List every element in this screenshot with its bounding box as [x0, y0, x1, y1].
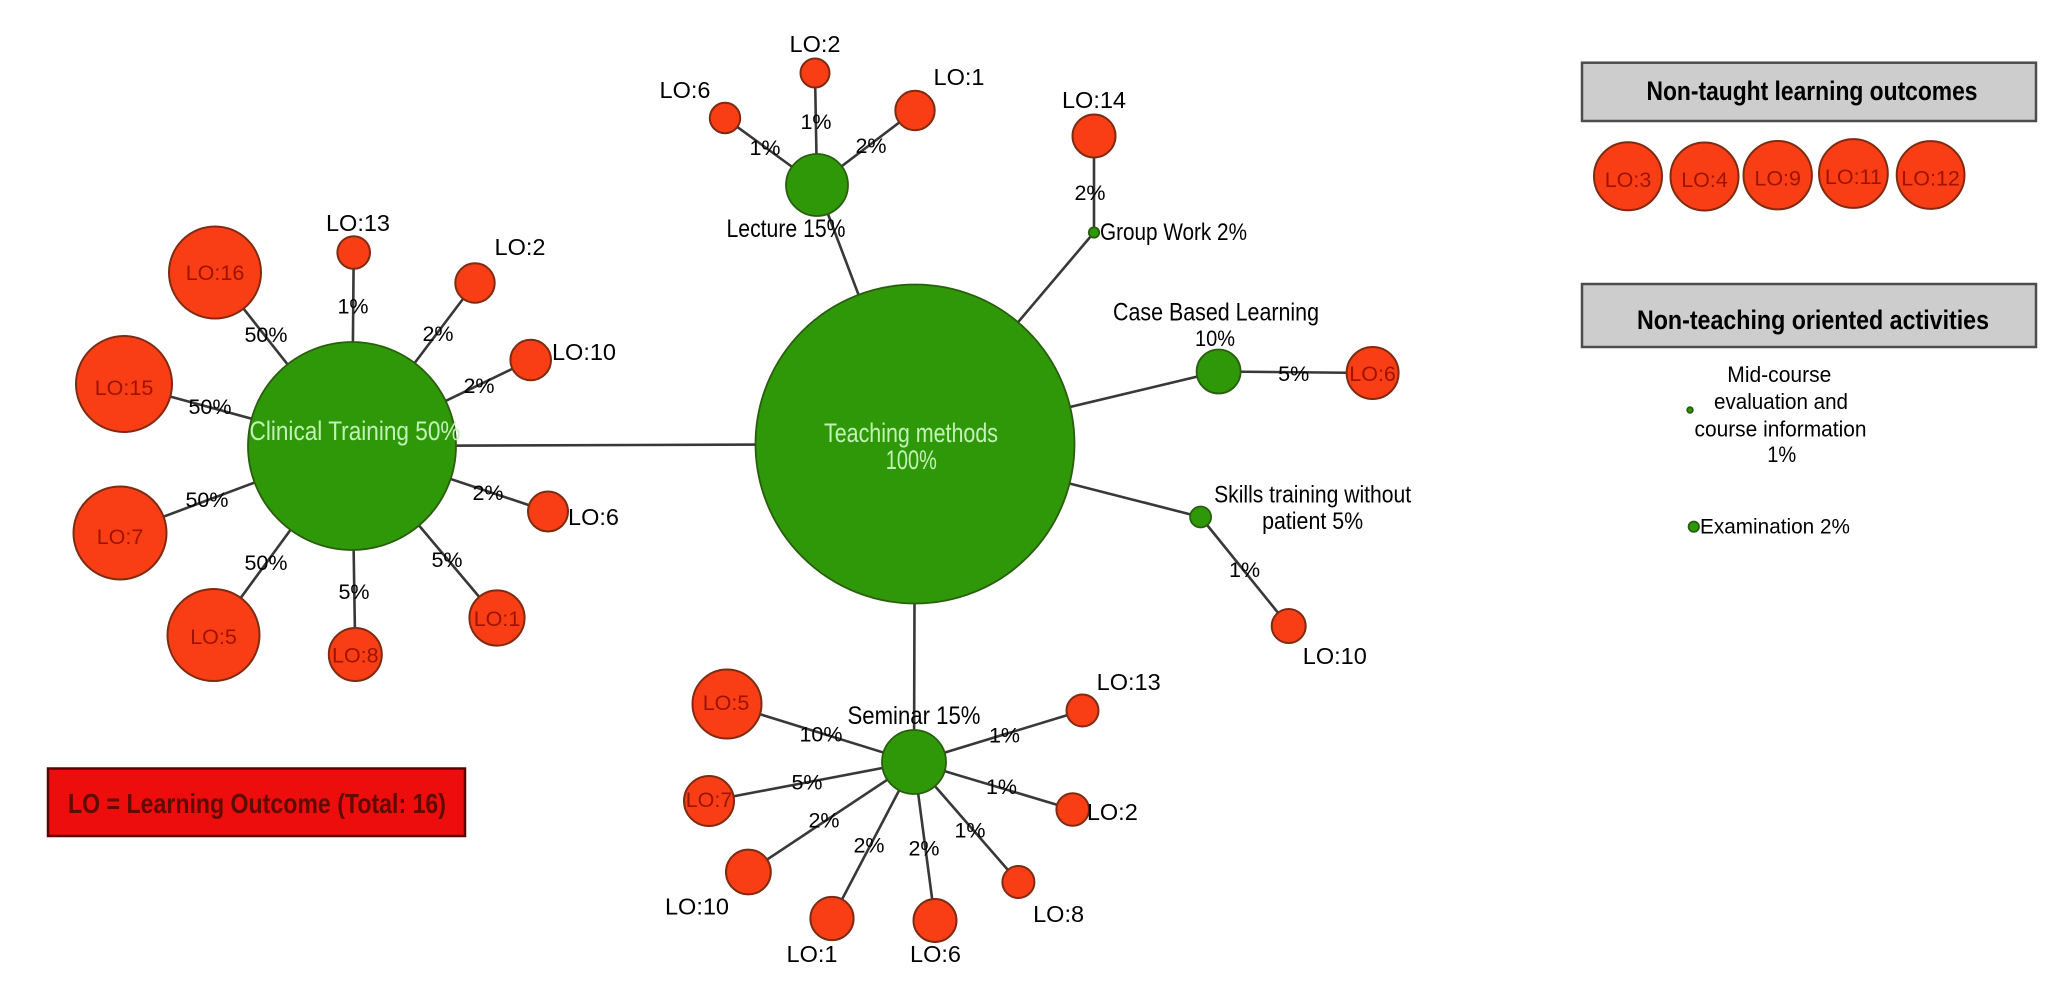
svg-text:Clinical Training 50%: Clinical Training 50% [250, 416, 461, 446]
svg-text:5%: 5% [791, 771, 822, 795]
svg-text:1%: 1% [986, 775, 1017, 799]
svg-text:LO:5: LO:5 [703, 691, 750, 715]
svg-text:5%: 5% [431, 548, 462, 572]
svg-text:LO:13: LO:13 [326, 210, 390, 236]
svg-text:Mid-course: Mid-course [1727, 362, 1831, 387]
svg-text:10%: 10% [1195, 326, 1235, 351]
svg-text:LO:13: LO:13 [1097, 669, 1161, 695]
svg-text:5%: 5% [1278, 362, 1309, 386]
svg-text:LO:6: LO:6 [660, 77, 711, 103]
svg-text:100%: 100% [886, 445, 937, 475]
svg-text:LO:15: LO:15 [95, 376, 154, 400]
svg-text:Lecture 15%: Lecture 15% [727, 215, 846, 243]
svg-text:LO:12: LO:12 [1901, 167, 1960, 191]
svg-text:LO:2: LO:2 [495, 234, 546, 260]
svg-text:evaluation and: evaluation and [1714, 389, 1848, 414]
svg-text:LO:10: LO:10 [1303, 643, 1367, 669]
svg-text:1%: 1% [954, 819, 985, 843]
svg-text:LO:6: LO:6 [568, 504, 619, 530]
svg-text:LO:11: LO:11 [1825, 165, 1882, 189]
svg-text:LO:8: LO:8 [332, 644, 379, 668]
svg-text:LO:1: LO:1 [787, 941, 838, 967]
svg-text:1%: 1% [1767, 442, 1796, 467]
svg-text:LO:5: LO:5 [190, 625, 237, 649]
svg-text:LO:3: LO:3 [1605, 168, 1652, 192]
svg-text:LO:1: LO:1 [474, 607, 521, 631]
svg-text:1%: 1% [337, 295, 368, 319]
svg-text:2%: 2% [463, 374, 494, 398]
svg-text:10%: 10% [799, 723, 842, 747]
svg-text:2%: 2% [908, 837, 939, 861]
svg-text:50%: 50% [244, 323, 287, 347]
svg-text:LO:16: LO:16 [186, 261, 245, 285]
svg-text:5%: 5% [338, 580, 369, 604]
svg-text:LO:6: LO:6 [910, 941, 961, 967]
svg-text:50%: 50% [244, 551, 287, 575]
svg-text:50%: 50% [185, 488, 228, 512]
svg-text:LO:10: LO:10 [665, 894, 729, 920]
svg-text:2%: 2% [808, 809, 839, 833]
svg-text:50%: 50% [188, 395, 231, 419]
svg-text:LO:14: LO:14 [1062, 87, 1126, 113]
svg-text:Non-teaching oriented activiti: Non-teaching oriented activities [1637, 305, 1989, 335]
svg-text:LO:2: LO:2 [790, 31, 841, 57]
svg-text:1%: 1% [800, 110, 831, 134]
svg-text:LO:9: LO:9 [1754, 167, 1801, 191]
svg-text:Group Work 2%: Group Work 2% [1100, 219, 1247, 246]
svg-text:2%: 2% [422, 322, 453, 346]
svg-text:LO:8: LO:8 [1033, 901, 1084, 927]
svg-text:Skills training without: Skills training without [1214, 481, 1411, 508]
svg-text:course information: course information [1695, 417, 1867, 442]
svg-text:1%: 1% [1229, 558, 1260, 582]
svg-text:2%: 2% [855, 134, 886, 158]
svg-text:LO:7: LO:7 [686, 788, 733, 812]
svg-text:Case Based Learning: Case Based Learning [1113, 299, 1319, 327]
svg-text:2%: 2% [853, 834, 884, 858]
svg-text:2%: 2% [1074, 181, 1105, 205]
svg-text:LO:7: LO:7 [97, 525, 144, 549]
svg-text:patient 5%: patient 5% [1262, 508, 1363, 535]
svg-text:Non-taught learning outcomes: Non-taught learning outcomes [1647, 76, 1978, 106]
svg-text:1%: 1% [989, 724, 1020, 748]
svg-text:LO:6: LO:6 [1349, 362, 1396, 386]
svg-text:LO:1: LO:1 [934, 64, 985, 90]
svg-text:1%: 1% [749, 136, 780, 160]
svg-text:LO:2: LO:2 [1087, 799, 1138, 825]
svg-text:Teaching methods: Teaching methods [824, 418, 998, 448]
svg-text:LO = Learning Outcome (Total:: LO = Learning Outcome (Total: 16) [68, 788, 446, 819]
svg-text:LO:4: LO:4 [1681, 168, 1728, 192]
svg-text:Examination 2%: Examination 2% [1700, 515, 1850, 539]
svg-text:Seminar 15%: Seminar 15% [848, 702, 981, 730]
svg-text:2%: 2% [472, 481, 503, 505]
svg-text:LO:10: LO:10 [552, 339, 616, 365]
